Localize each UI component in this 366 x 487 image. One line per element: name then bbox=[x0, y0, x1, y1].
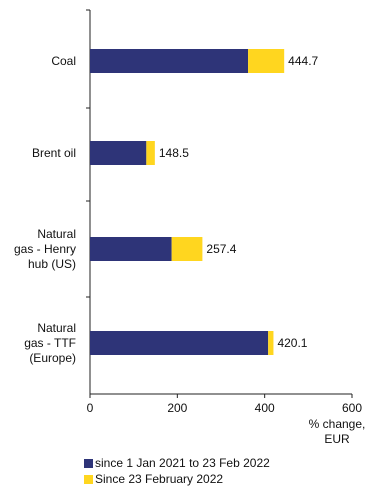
data-label-1: 148.5 bbox=[159, 146, 189, 160]
chart-bars bbox=[90, 49, 285, 355]
bar-0-series-2 bbox=[248, 49, 285, 73]
legend-label-series-2: Since 23 February 2022 bbox=[95, 472, 224, 486]
chart-legend: since 1 Jan 2021 to 23 Feb 2022 Since 23… bbox=[84, 455, 270, 487]
legend-swatch-series-1 bbox=[84, 458, 93, 468]
chart-axes: 0 200 400 600 % change,EUR bbox=[86, 9, 366, 446]
category-label-3-line-2: gas - TTF bbox=[24, 336, 76, 350]
data-label-3: 420.1 bbox=[277, 336, 307, 350]
x-axis-title-line-2: EUR bbox=[324, 432, 350, 446]
category-label-0-line-1: Coal bbox=[51, 54, 76, 68]
category-label-2-line-3: hub (US) bbox=[28, 257, 76, 271]
category-label-1-line-1: Brent oil bbox=[32, 146, 76, 160]
category-label-2-line-2: gas - Henry bbox=[14, 242, 76, 256]
x-tick-label-0: 0 bbox=[87, 401, 94, 415]
category-label-3-line-1: Natural bbox=[37, 321, 76, 335]
legend-label-series-1: since 1 Jan 2021 to 23 Feb 2022 bbox=[95, 456, 270, 470]
bar-1-series-2 bbox=[146, 141, 155, 165]
x-tick-label-200: 200 bbox=[167, 401, 187, 415]
bar-2-series-2 bbox=[171, 237, 203, 261]
bar-0-series-1 bbox=[90, 49, 249, 73]
category-label-2-line-1: Natural bbox=[37, 227, 76, 241]
bar-3-series-1 bbox=[90, 331, 269, 355]
bar-1-series-1 bbox=[90, 141, 147, 165]
data-label-2: 257.4 bbox=[206, 242, 236, 256]
legend-item-series-2: Since 23 February 2022 bbox=[84, 471, 270, 487]
legend-item-series-1: since 1 Jan 2021 to 23 Feb 2022 bbox=[84, 455, 270, 471]
data-label-0: 444.7 bbox=[288, 54, 318, 68]
bar-2-series-1 bbox=[90, 237, 172, 261]
bar-3-series-2 bbox=[268, 331, 274, 355]
x-tick-label-600: 600 bbox=[342, 401, 362, 415]
x-tick-label-400: 400 bbox=[255, 401, 275, 415]
legend-swatch-series-2 bbox=[84, 474, 93, 484]
category-label-3-line-3: (Europe) bbox=[29, 351, 76, 365]
x-axis-title-line-1: % change, bbox=[309, 417, 366, 431]
